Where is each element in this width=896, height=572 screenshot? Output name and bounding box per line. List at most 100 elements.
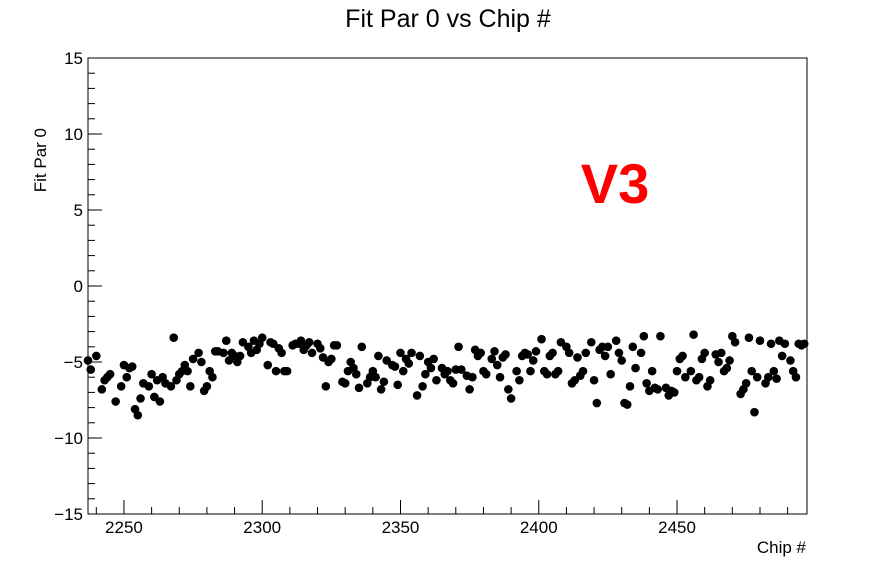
data-point <box>183 366 192 376</box>
data-point <box>741 378 751 388</box>
data-point <box>186 382 195 391</box>
data-point <box>127 362 137 371</box>
data-point <box>235 351 245 361</box>
data-point <box>578 366 588 376</box>
data-point <box>136 394 145 403</box>
data-point <box>653 385 662 394</box>
data-point <box>91 351 101 361</box>
data-point <box>523 350 532 359</box>
data-point <box>614 348 624 358</box>
data-point <box>351 369 361 379</box>
data-point <box>374 351 383 361</box>
data-point <box>506 394 516 403</box>
data-point <box>371 372 380 382</box>
data-point <box>307 348 317 358</box>
x-tick-label: 2450 <box>658 518 696 537</box>
data-point <box>716 348 726 358</box>
data-point <box>487 354 497 364</box>
data-point <box>144 382 154 391</box>
data-point <box>548 348 557 358</box>
data-point <box>111 397 120 406</box>
data-point <box>631 363 640 373</box>
data-point <box>116 382 126 391</box>
data-point <box>86 365 96 374</box>
data-point <box>611 336 621 346</box>
data-point <box>432 375 441 385</box>
data-point <box>429 354 438 364</box>
data-point <box>528 356 538 365</box>
data-point <box>457 365 466 374</box>
data-point <box>155 397 165 406</box>
data-point <box>769 366 779 376</box>
data-point <box>340 378 350 388</box>
data-point <box>404 359 414 368</box>
data-point <box>398 366 408 376</box>
data-point <box>122 372 132 382</box>
y-tick-label: −5 <box>64 353 83 372</box>
data-point <box>747 366 756 376</box>
data-point <box>553 366 563 376</box>
data-point <box>515 375 524 385</box>
data-point <box>415 351 425 361</box>
data-point <box>672 366 682 376</box>
data-point <box>628 342 638 352</box>
data-point <box>636 348 646 358</box>
data-point <box>390 362 400 371</box>
data-point <box>512 366 521 376</box>
data-point <box>481 369 491 379</box>
data-point <box>786 356 795 365</box>
data-point <box>490 347 499 356</box>
data-point <box>83 356 93 365</box>
data-point <box>282 366 292 376</box>
data-point <box>639 331 649 341</box>
x-axis-label: Chip # <box>757 538 807 557</box>
y-tick-label: −15 <box>54 505 83 524</box>
data-point <box>678 351 687 361</box>
plot-frame <box>87 57 808 515</box>
y-tick-label: −10 <box>54 429 83 448</box>
data-point <box>617 356 627 365</box>
data-point <box>526 366 535 376</box>
data-point <box>589 375 599 385</box>
data-point <box>166 382 176 391</box>
data-point <box>407 348 416 358</box>
data-point <box>465 385 474 394</box>
y-tick-label: 5 <box>74 201 83 220</box>
data-point <box>744 333 754 342</box>
data-point <box>321 382 331 391</box>
data-point <box>454 342 463 352</box>
data-points <box>83 330 809 420</box>
data-point <box>603 342 613 352</box>
data-point <box>777 351 787 361</box>
data-point <box>332 340 342 350</box>
data-point <box>379 377 389 387</box>
data-point <box>689 330 698 339</box>
data-point <box>208 372 217 382</box>
axis-ticks <box>88 57 789 515</box>
data-point <box>656 331 665 341</box>
data-point <box>504 385 513 394</box>
data-point <box>304 337 314 347</box>
data-point <box>263 360 273 370</box>
data-point <box>681 372 690 382</box>
data-point <box>468 372 477 382</box>
data-point <box>537 334 546 344</box>
data-point <box>763 372 773 382</box>
data-point <box>188 354 198 364</box>
data-point <box>376 385 386 394</box>
y-tick-labels: −15 −10 −5 0 5 10 15 <box>54 49 83 524</box>
data-point <box>791 372 801 382</box>
x-tick-label: 2250 <box>105 518 143 537</box>
x-tick-label: 2300 <box>243 518 281 537</box>
data-point <box>700 348 709 358</box>
data-point <box>443 366 452 376</box>
data-point <box>531 347 541 356</box>
data-point <box>752 372 762 382</box>
data-point <box>169 333 179 342</box>
data-point <box>725 356 734 365</box>
data-point <box>418 382 427 391</box>
data-point <box>221 336 231 346</box>
data-point <box>799 339 809 349</box>
data-point <box>277 348 286 358</box>
data-point <box>202 382 212 391</box>
